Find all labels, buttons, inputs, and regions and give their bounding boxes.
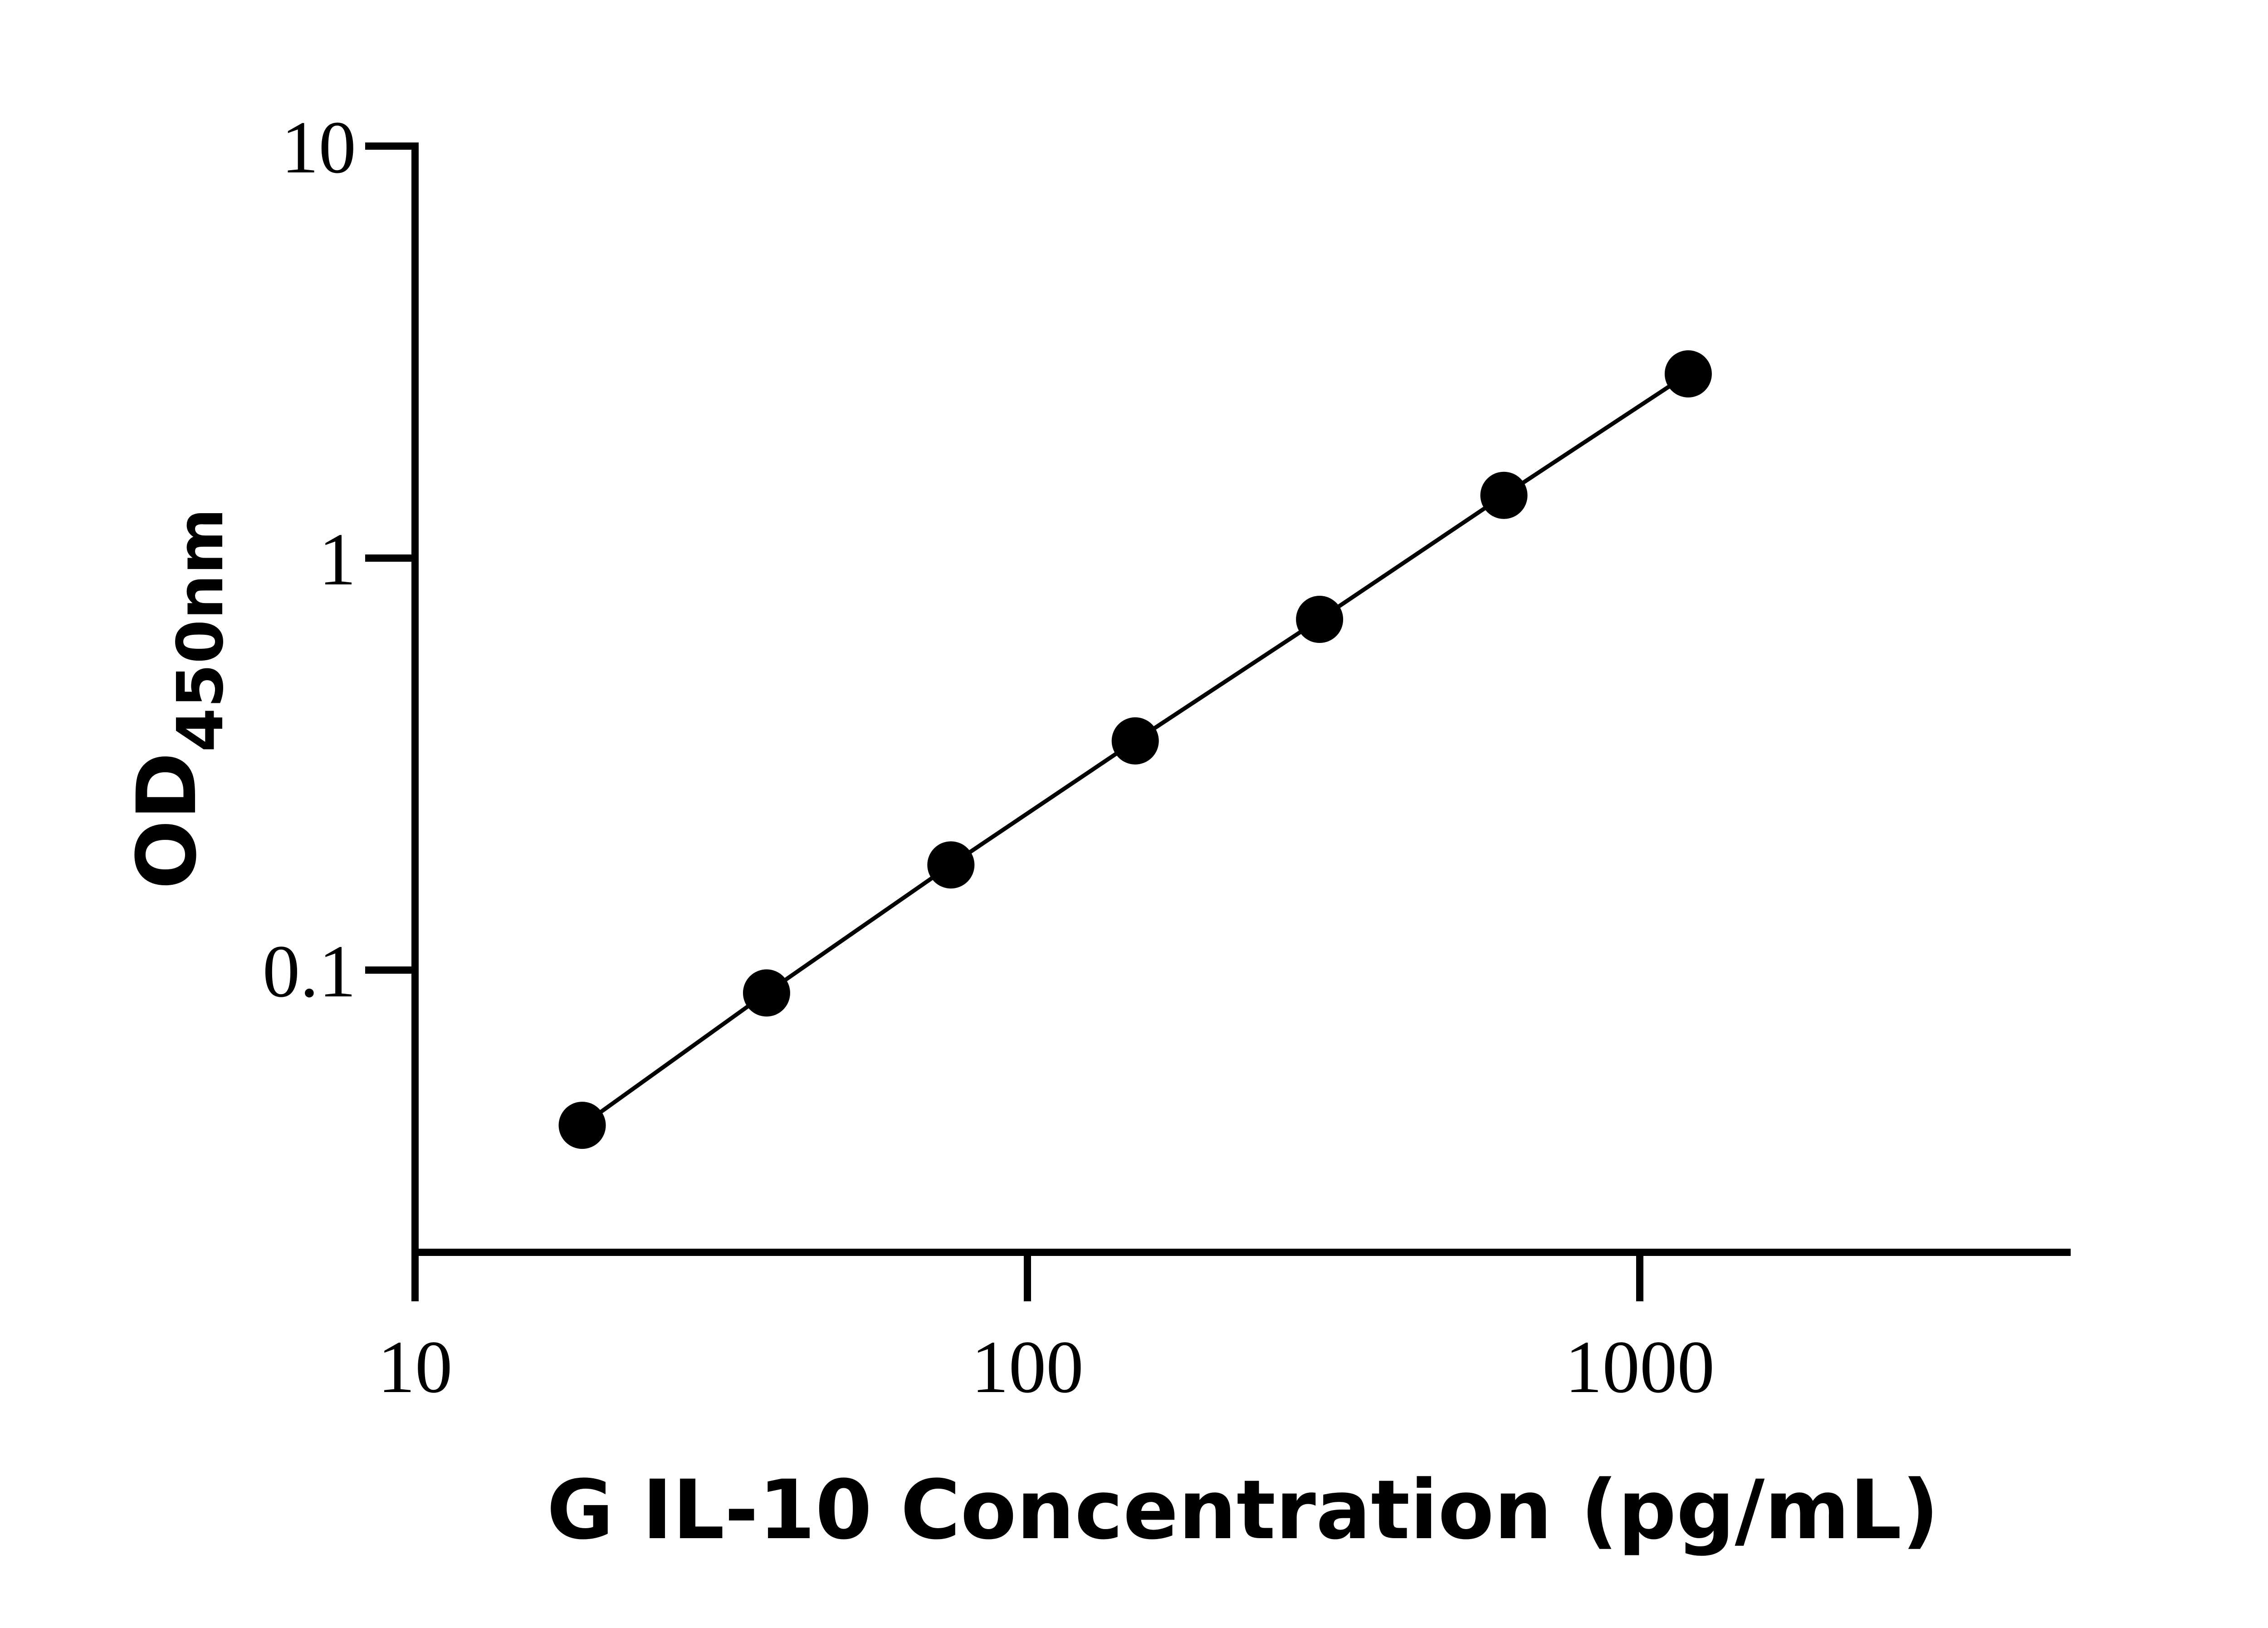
- x-axis-title: G IL-10 Concentration (pg/mL): [547, 1463, 1939, 1558]
- x-tick-label: 10: [378, 1325, 453, 1408]
- y-axis-title-main: OD: [120, 752, 215, 889]
- y-tick-label: 10: [281, 106, 356, 189]
- y-axis-title: OD450nm: [120, 508, 238, 889]
- data-point: [1111, 717, 1159, 765]
- data-point: [927, 841, 975, 889]
- y-axis-ticks: 0.1 1 10: [263, 106, 415, 1013]
- data-point: [558, 1102, 606, 1149]
- y-axis-title-subscript: 450nm: [164, 508, 238, 752]
- y-tick-label: 1: [319, 518, 357, 601]
- x-tick-label: 100: [971, 1325, 1084, 1408]
- x-axis-ticks: 10 100 1000: [378, 1252, 1715, 1408]
- data-point: [1296, 596, 1344, 643]
- data-point: [743, 969, 790, 1017]
- x-tick-label: 1000: [1565, 1325, 1715, 1408]
- data-series: [558, 350, 1712, 1149]
- data-point: [1480, 471, 1528, 519]
- y-tick-label: 0.1: [263, 930, 356, 1013]
- data-point: [1664, 350, 1712, 397]
